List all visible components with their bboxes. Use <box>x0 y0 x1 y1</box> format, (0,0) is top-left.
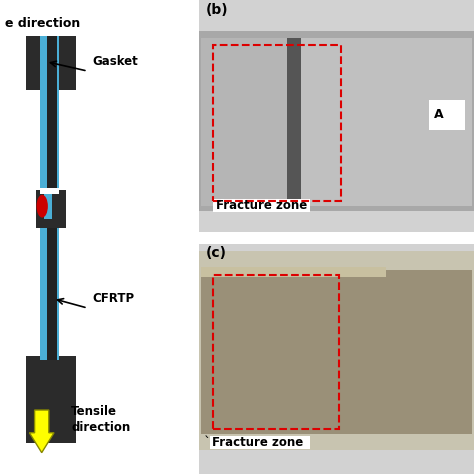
Bar <box>199 232 474 244</box>
Text: e direction: e direction <box>5 17 80 29</box>
Bar <box>40 225 59 360</box>
Bar <box>40 188 59 194</box>
Bar <box>199 244 474 474</box>
Bar <box>36 190 66 228</box>
Bar <box>299 38 472 206</box>
Bar <box>201 38 289 206</box>
FancyArrow shape <box>29 410 54 453</box>
Bar <box>199 0 474 232</box>
Text: A: A <box>434 108 443 121</box>
Text: CFRTP: CFRTP <box>92 292 135 305</box>
Bar <box>213 45 341 201</box>
Bar <box>210 436 310 449</box>
Bar <box>26 356 76 443</box>
Bar <box>287 38 301 206</box>
Text: `: ` <box>204 436 211 450</box>
Bar <box>213 275 339 429</box>
Bar <box>26 90 76 356</box>
Bar <box>199 251 474 450</box>
Bar <box>213 199 310 212</box>
Bar <box>201 267 386 277</box>
Text: Fracture zone: Fracture zone <box>216 199 307 212</box>
Bar <box>201 270 472 434</box>
Bar <box>47 225 57 360</box>
Bar <box>26 36 76 90</box>
Bar <box>44 194 52 219</box>
Text: (c): (c) <box>206 246 227 260</box>
Text: (b): (b) <box>206 3 229 18</box>
Text: Fracture zone: Fracture zone <box>212 436 304 449</box>
Bar <box>429 100 465 130</box>
Bar <box>0 0 199 474</box>
Bar <box>40 36 59 201</box>
Ellipse shape <box>36 195 48 218</box>
Text: Gasket: Gasket <box>92 55 138 68</box>
Bar <box>199 31 474 211</box>
Bar <box>47 36 57 201</box>
Text: Tensile
direction: Tensile direction <box>71 405 130 434</box>
